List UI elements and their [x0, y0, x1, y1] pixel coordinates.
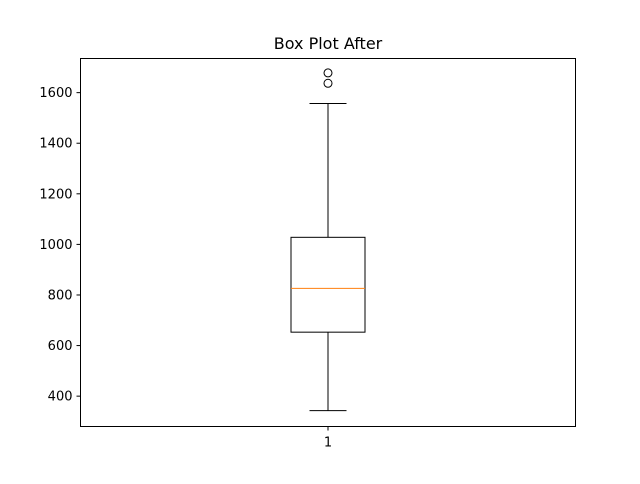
y-tick-label: 600 [48, 339, 73, 354]
outlier-point [323, 68, 333, 78]
y-tick-label: 800 [48, 288, 73, 303]
y-tick-label: 1400 [39, 137, 72, 152]
chart-title: Box Plot After [274, 34, 383, 53]
y-tick-label: 1600 [39, 86, 72, 101]
y-tick-label: 1000 [39, 238, 72, 253]
y-tick-label: 1200 [39, 187, 72, 202]
axes-frame [80, 58, 576, 427]
plot-area: 400 600 800 1000 1200 1400 1600 1 [39, 68, 366, 451]
outlier-point [323, 78, 333, 88]
x-tick-label: 1 [324, 436, 332, 451]
y-tick-label: 400 [48, 390, 73, 405]
iqr-box [290, 236, 366, 333]
